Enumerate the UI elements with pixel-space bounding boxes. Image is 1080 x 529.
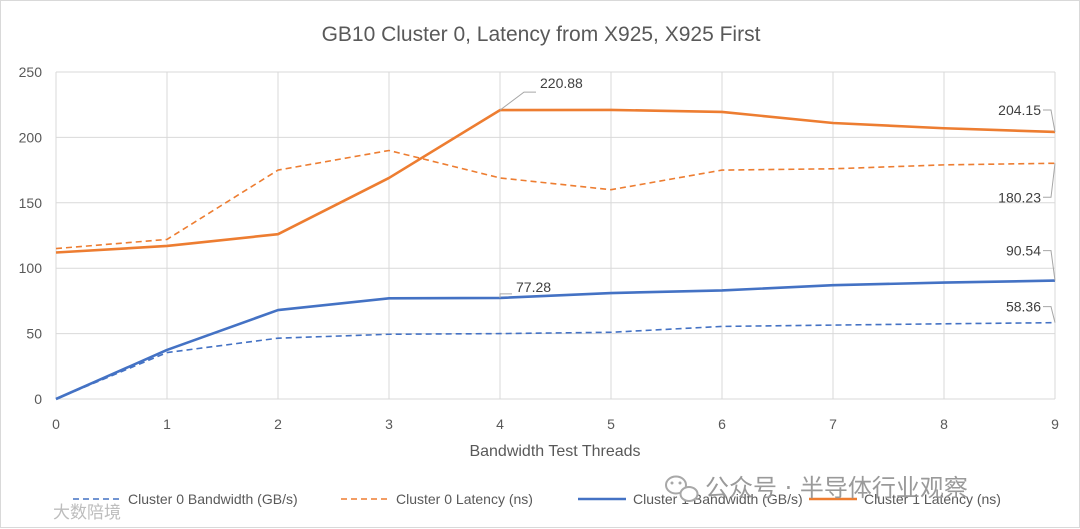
x-axis-title: Bandwidth Test Threads xyxy=(469,443,640,460)
axes: 0 50 100 150 200 250 0 1 2 3 4 5 6 7 8 9 xyxy=(19,64,1059,432)
data-label-leader xyxy=(500,92,536,110)
y-tick-label: 250 xyxy=(19,64,43,80)
y-tick-label: 100 xyxy=(19,260,43,276)
data-label-leader xyxy=(1043,110,1055,132)
data-label: 58.36 xyxy=(1006,299,1041,315)
x-tick-label: 3 xyxy=(385,416,393,432)
data-label: 180.23 xyxy=(998,189,1041,205)
x-tick-label: 2 xyxy=(274,416,282,432)
series-layer xyxy=(56,110,1055,399)
x-tick-label: 6 xyxy=(718,416,726,432)
chart-title: GB10 Cluster 0, Latency from X925, X925 … xyxy=(322,23,761,46)
x-tick-label: 1 xyxy=(163,416,171,432)
x-tick-label: 8 xyxy=(940,416,948,432)
data-label: 90.54 xyxy=(1006,243,1041,259)
data-label: 220.88 xyxy=(540,75,583,91)
series-line-2 xyxy=(56,150,1055,248)
y-tick-label: 150 xyxy=(19,195,43,211)
legend-label-1: Cluster 0 Bandwidth (GB/s) xyxy=(128,491,298,507)
y-tick-label: 50 xyxy=(26,326,42,342)
data-label-leader xyxy=(1043,307,1055,323)
y-tick-label: 0 xyxy=(34,391,42,407)
data-label: 204.15 xyxy=(998,102,1041,118)
y-tick-label: 200 xyxy=(19,129,43,145)
data-labels: 220.88 204.15 180.23 77.28 90.54 58.36 xyxy=(500,75,1055,323)
series-line-1 xyxy=(56,323,1055,399)
legend-label-2: Cluster 0 Latency (ns) xyxy=(396,491,533,507)
corner-watermark: 大数陪境 xyxy=(53,503,121,523)
x-tick-label: 9 xyxy=(1051,416,1059,432)
data-label-leader xyxy=(1043,163,1055,197)
x-tick-label: 4 xyxy=(496,416,504,432)
series-line-3 xyxy=(56,281,1055,399)
x-tick-label: 0 xyxy=(52,416,60,432)
grid-lines xyxy=(56,72,1055,399)
x-tick-label: 7 xyxy=(829,416,837,432)
data-label: 77.28 xyxy=(516,279,551,295)
data-label-leader xyxy=(1043,251,1055,281)
wechat-account-watermark: 公众号 · 半导体行业观察 xyxy=(705,474,968,502)
series-line-4 xyxy=(56,110,1055,253)
x-tick-label: 5 xyxy=(607,416,615,432)
